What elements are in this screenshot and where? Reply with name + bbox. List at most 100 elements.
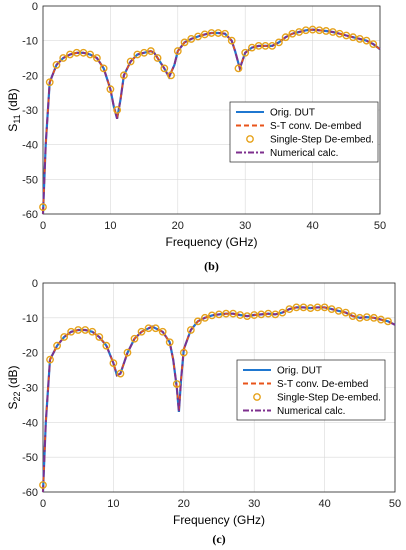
- y-tick-label: -20: [22, 348, 38, 360]
- x-tick-label: 30: [239, 220, 251, 232]
- series-numerical-calc: [42, 28, 381, 215]
- chart-panel-b: 0 -10 -20 -30 -40 -50 -60 0 10 20 30 40 50 Orig. DU…: [6, 1, 386, 273]
- single-step-marker: [278, 308, 287, 317]
- single-step-marker: [146, 47, 155, 55]
- single-step-marker: [362, 36, 371, 45]
- single-step-marker: [45, 78, 54, 87]
- figure-caption: (c): [212, 532, 225, 546]
- single-step-marker: [172, 380, 181, 388]
- legend-label: Orig. DUT: [277, 366, 322, 377]
- single-step-marker: [53, 341, 61, 350]
- legend: Orig. DUT S-T conv. De-embed Single-Step D…: [229, 101, 379, 163]
- single-step-marker: [99, 64, 108, 73]
- y-tick-label: -10: [22, 36, 38, 48]
- single-step-marker: [208, 311, 216, 320]
- y-tick-label: -50: [22, 452, 38, 464]
- single-step-marker: [268, 41, 277, 50]
- single-step-marker: [355, 35, 364, 43]
- single-step-marker: [342, 31, 351, 40]
- legend-label: Numerical calc.: [270, 148, 338, 159]
- single-step-marker: [349, 33, 357, 42]
- single-step-marker: [67, 327, 76, 336]
- legend-label: Orig. DUT: [270, 108, 315, 119]
- y-axis-label: S11 (dB): [6, 88, 22, 131]
- single-step-marker: [133, 50, 142, 59]
- single-step-marker: [362, 313, 371, 322]
- y-tick-label: -10: [22, 313, 38, 325]
- single-step-marker: [137, 327, 146, 336]
- single-step-marker: [288, 29, 297, 38]
- single-step-marker: [234, 64, 243, 73]
- single-step-marker: [369, 313, 378, 322]
- x-tick-label: 30: [248, 498, 260, 510]
- single-step-marker: [186, 326, 195, 334]
- y-tick-label: 0: [32, 1, 38, 13]
- chart-panel-c: 0 -10 -20 -30 -40 -50 -60 0 10 20 30 40 50 Orig. DU…: [6, 278, 401, 546]
- single-step-marker: [126, 57, 135, 66]
- y-tick-label: -20: [22, 70, 38, 82]
- single-step-marker: [86, 50, 95, 59]
- single-step-marker: [248, 43, 256, 52]
- x-tick-label: 0: [40, 498, 46, 510]
- single-step-marker: [215, 310, 223, 319]
- single-step-marker: [39, 203, 47, 211]
- single-step-marker: [173, 47, 182, 55]
- plot-area: [42, 5, 381, 215]
- single-step-marker: [335, 29, 344, 38]
- y-tick-labels: 0 -10 -20 -30 -40 -50 -60: [22, 278, 38, 499]
- single-step-marker: [88, 327, 97, 336]
- x-tick-label: 40: [306, 220, 318, 232]
- y-tick-label: -30: [22, 105, 38, 117]
- single-step-marker: [180, 38, 189, 47]
- single-step-marker: [320, 303, 329, 312]
- single-step-marker: [158, 327, 167, 336]
- x-tick-labels: 0 10 20 30 40 50: [40, 498, 401, 510]
- y-tick-label: -40: [22, 140, 38, 152]
- single-step-marker: [355, 313, 364, 322]
- single-step-marker: [140, 48, 149, 57]
- single-step-marker: [348, 312, 357, 320]
- single-step-marker: [102, 341, 111, 350]
- single-step-marker: [384, 317, 392, 326]
- single-step-marker: [377, 315, 385, 324]
- x-tick-label: 50: [374, 220, 386, 232]
- single-step-marker: [274, 38, 283, 47]
- legend-label: S-T conv. De-embed: [270, 121, 361, 132]
- single-step-marker: [227, 36, 236, 45]
- legend-label: Single-Step De-embed.: [277, 393, 381, 404]
- single-step-marker: [79, 48, 88, 57]
- series-layer: [39, 25, 381, 215]
- single-step-marker: [81, 326, 90, 334]
- y-tick-label: -50: [22, 174, 38, 186]
- x-tick-label: 20: [172, 220, 184, 232]
- single-step-marker: [130, 334, 139, 343]
- single-step-marker: [66, 50, 74, 59]
- single-step-marker: [116, 369, 125, 378]
- single-step-marker: [46, 355, 54, 364]
- y-axis-label-unit: (dB): [6, 365, 20, 391]
- x-tick-labels: 0 10 20 30 40 50: [40, 220, 386, 232]
- plot-area: [42, 282, 396, 493]
- single-step-marker: [221, 29, 229, 38]
- single-step-marker: [306, 304, 315, 312]
- legend: Orig. DUT S-T conv. De-embed Single-Step D…: [236, 359, 386, 421]
- single-step-marker: [271, 310, 280, 319]
- legend-label: Single-Step De-embed.: [270, 135, 374, 146]
- x-axis-label: Frequency (GHz): [165, 235, 257, 249]
- x-tick-label: 10: [107, 498, 119, 510]
- y-axis-label-main: S: [6, 124, 20, 132]
- x-tick-label: 0: [40, 220, 46, 232]
- series-layer: [39, 303, 396, 493]
- single-step-marker: [285, 305, 294, 314]
- single-step-marker: [52, 61, 61, 69]
- x-axis-label: Frequency (GHz): [173, 513, 265, 527]
- single-step-marker: [201, 313, 209, 322]
- single-step-marker: [93, 54, 101, 62]
- x-tick-label: 50: [389, 498, 401, 510]
- y-tick-label: -60: [22, 487, 38, 499]
- single-step-marker: [327, 305, 336, 314]
- single-step-marker: [123, 348, 132, 357]
- single-step-marker: [39, 481, 47, 489]
- single-step-marker: [281, 33, 290, 42]
